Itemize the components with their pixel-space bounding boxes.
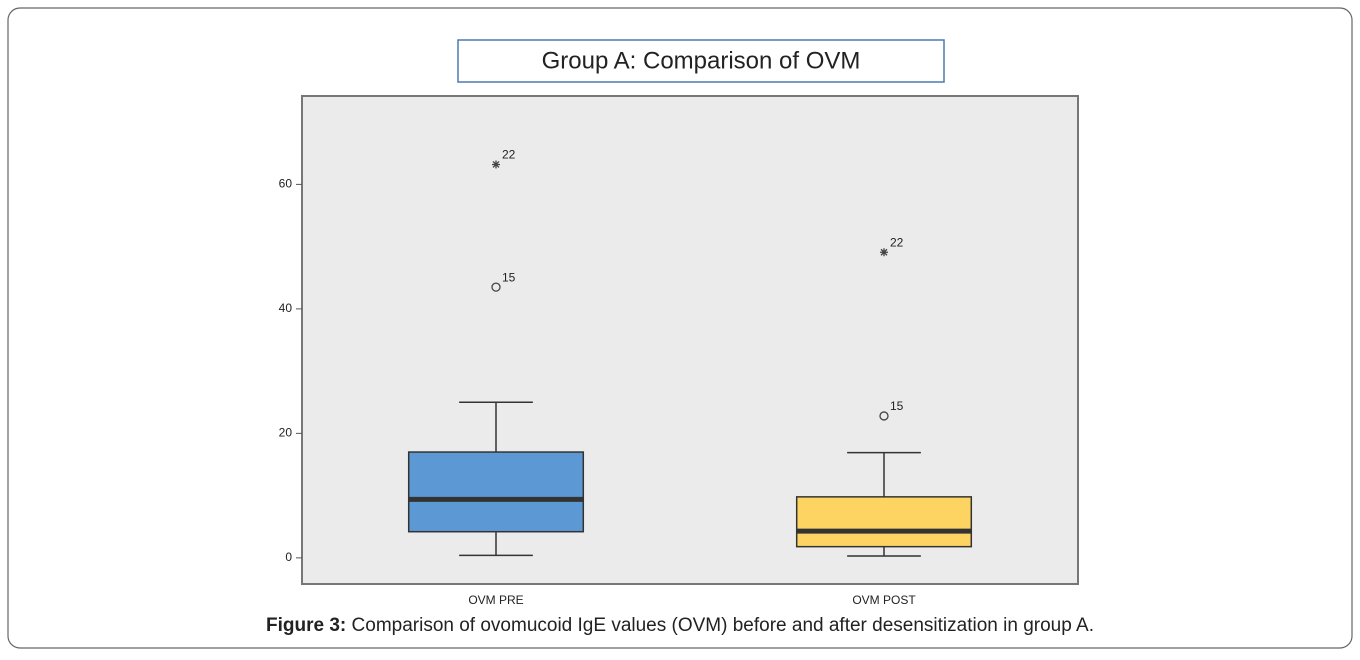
title-box xyxy=(457,39,945,83)
outlier xyxy=(492,160,500,169)
outlier-label: 15 xyxy=(890,399,904,413)
chart-title: Group A: Comparison of OVM xyxy=(542,47,861,74)
y-tick-label: 60 xyxy=(279,177,293,191)
outlier-label: 22 xyxy=(502,148,516,162)
box xyxy=(407,451,585,533)
outlier-label: 15 xyxy=(502,270,516,284)
outlier-label: 22 xyxy=(890,235,904,249)
outlier xyxy=(879,411,889,421)
caption-label: Figure 3: xyxy=(266,615,346,636)
y-tick-label: 20 xyxy=(279,426,293,440)
y-tick-label: 0 xyxy=(285,550,292,564)
caption-text: Comparison of ovomucoid IgE values (OVM)… xyxy=(352,615,1094,636)
x-tick-label: OVM POST xyxy=(852,593,916,607)
y-tick-label: 40 xyxy=(279,301,293,315)
box xyxy=(795,496,973,548)
outlier xyxy=(880,248,888,257)
caption: Figure 3: Comparison of ovomucoid IgE va… xyxy=(266,615,1094,636)
outlier xyxy=(491,282,501,292)
x-tick-label: OVM PRE xyxy=(468,593,523,607)
